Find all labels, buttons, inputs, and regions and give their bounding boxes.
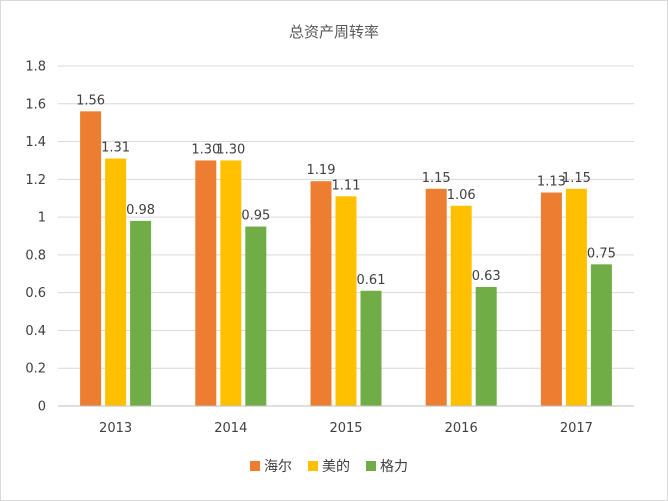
data-label: 1.31 [101,141,130,156]
data-label: 1.13 [537,175,566,190]
y-tick-label: 1.8 [25,60,46,75]
data-label: 1.06 [447,188,476,203]
bar-2015-0 [310,181,332,406]
data-label: 0.63 [472,269,501,284]
data-label: 1.30 [216,142,245,157]
bar-2015-2 [360,290,382,406]
legend-swatch [366,461,376,471]
bar-2013-2 [130,220,152,406]
x-tick-label: 2014 [214,421,247,436]
legend-label: 美的 [322,459,350,475]
legend-label: 格力 [380,459,408,475]
y-tick-label: 1.2 [25,173,46,188]
bar-2016-1 [450,205,472,406]
y-axis-ticks: 0 0.2 0.4 0.6 0.8 1 1.2 1.4 1.6 1.8 [25,60,46,415]
bar-2015-1 [335,196,357,406]
data-label: 1.56 [76,93,105,108]
x-tick-label: 2013 [99,421,132,436]
y-tick-label: 0.6 [25,286,46,301]
bar-2014-1 [220,160,242,406]
data-label: 0.75 [587,246,616,261]
gridlines [58,65,634,369]
data-label: 1.15 [562,171,591,186]
chart-title: 总资产周转率 [289,23,379,41]
y-tick-label: 1 [38,211,46,226]
y-tick-label: 0.8 [25,248,46,263]
data-label: 1.15 [422,171,451,186]
x-tick-label: 2017 [560,421,593,436]
bar-2017-1 [565,188,587,406]
y-tick-label: 1.4 [25,135,46,150]
bar-2014-2 [245,226,267,406]
bar-2013-0 [80,111,102,406]
data-label: 1.30 [191,142,220,157]
y-tick-label: 1.6 [25,97,46,112]
bar-2016-2 [475,287,497,406]
bar-2016-0 [425,188,447,406]
y-tick-label: 0.4 [25,324,46,339]
x-axis-ticks: 2013 2014 2015 2016 2017 [99,421,593,436]
y-tick-label: 0 [38,400,46,415]
data-label: 1.19 [307,163,336,178]
y-tick-label: 0.2 [25,362,46,377]
legend-label: 海尔 [264,459,292,475]
legend-swatch [250,461,260,471]
bar-2017-2 [590,264,612,406]
x-tick-label: 2016 [445,421,478,436]
data-label: 0.98 [126,203,155,218]
legend-swatch [308,461,318,471]
legend: 海尔 美的 格力 [250,459,408,475]
data-label: 0.61 [357,273,386,288]
data-label: 0.95 [241,209,270,224]
data-labels: 1.56 1.31 0.98 1.301.30 0.95 1.191.11 0.61 1.15… [76,93,616,287]
data-label: 1.11 [332,178,361,193]
bar-2017-0 [540,192,562,406]
bars [80,111,612,406]
bar-2014-0 [195,160,217,406]
x-tick-label: 2015 [329,421,362,436]
bar-2013-1 [105,158,127,406]
